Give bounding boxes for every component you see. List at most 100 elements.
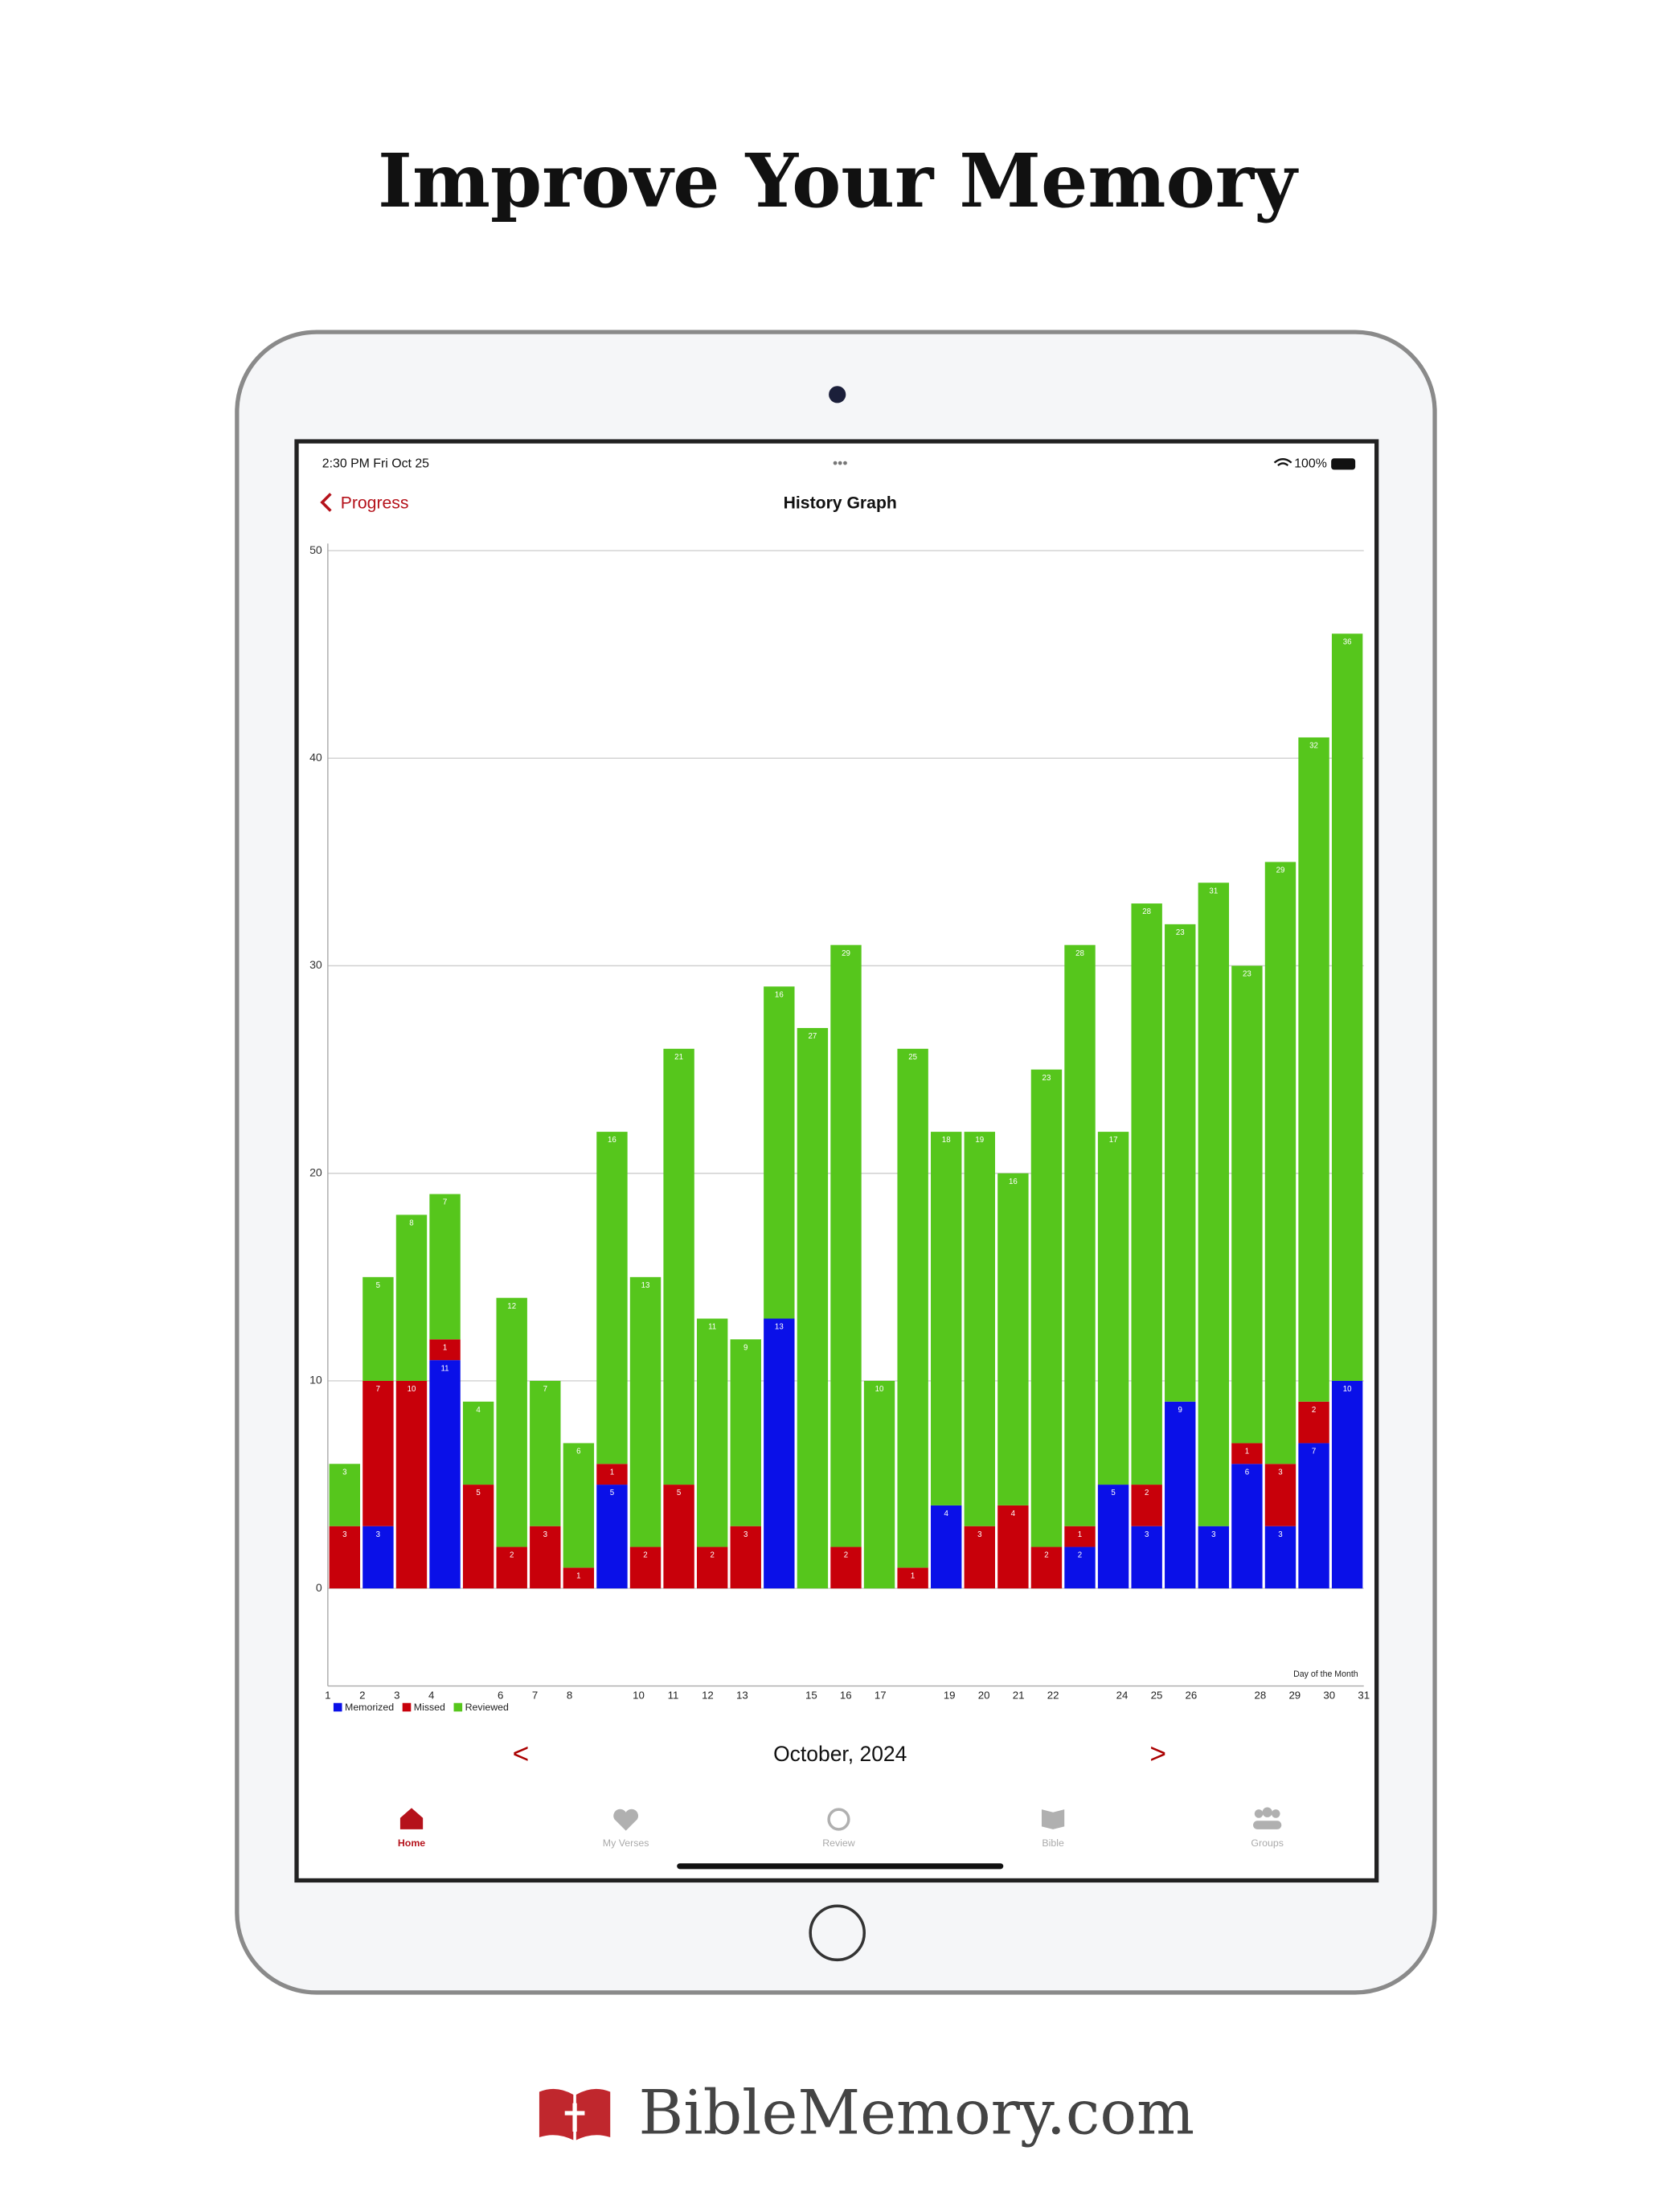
tab-label[interactable]: My Verses — [603, 1837, 649, 1849]
bar-segment — [462, 1401, 494, 1485]
bar-segment — [395, 1215, 428, 1381]
legend-label: Memorized — [345, 1702, 394, 1713]
back-button[interactable]: Progress — [341, 494, 409, 512]
groups-icon[interactable] — [1253, 1807, 1282, 1829]
x-tick-label: 20 — [978, 1689, 990, 1701]
bar-segment — [830, 1546, 862, 1589]
x-tick-label: 16 — [840, 1689, 852, 1701]
bar-segment — [530, 1526, 561, 1589]
next-month[interactable]: > — [1149, 1738, 1166, 1769]
bar-segment — [563, 1443, 595, 1568]
data-label: 29 — [1276, 866, 1285, 875]
bar-segment — [1198, 1526, 1230, 1589]
bar-segment — [496, 1546, 527, 1589]
bar-segment — [1331, 1380, 1363, 1589]
data-label: 3 — [543, 1530, 547, 1539]
bar-segment — [429, 1339, 461, 1361]
bar-segment — [730, 1526, 761, 1589]
review-icon[interactable] — [827, 1808, 850, 1831]
prev-month[interactable]: < — [513, 1738, 530, 1769]
data-label: 8 — [409, 1219, 413, 1228]
bible-icon[interactable] — [1041, 1809, 1065, 1829]
data-label: 10 — [875, 1385, 884, 1394]
battery-icon — [1331, 458, 1356, 470]
data-label: 3 — [1278, 1530, 1282, 1539]
bar-segment — [663, 1485, 694, 1589]
my-verses-icon[interactable] — [613, 1809, 639, 1831]
bar-segment — [964, 1526, 995, 1589]
data-label: 4 — [1011, 1509, 1016, 1518]
data-label: 3 — [1211, 1530, 1215, 1539]
bar-segment — [1131, 903, 1162, 1485]
x-tick-label: 1 — [325, 1689, 330, 1701]
data-label: 3 — [1145, 1530, 1149, 1539]
data-label: 7 — [543, 1385, 547, 1394]
data-label: 17 — [1109, 1136, 1118, 1145]
data-label: 5 — [1111, 1489, 1115, 1497]
bar-segment — [1097, 1485, 1129, 1589]
bar-segment — [1264, 862, 1296, 1464]
bar-segment — [363, 1380, 394, 1526]
nav-title: History Graph — [784, 494, 897, 512]
bar-segment — [1298, 737, 1329, 1402]
x-tick-label: 22 — [1047, 1689, 1059, 1701]
brand-name: BibleMemory.com — [639, 2077, 1195, 2148]
y-tick-label: 20 — [309, 1165, 322, 1178]
data-label: 19 — [975, 1136, 984, 1145]
data-label: 1 — [576, 1572, 580, 1581]
y-tick-label: 50 — [309, 543, 322, 556]
data-label: 28 — [1075, 949, 1084, 958]
camera — [829, 386, 846, 403]
bar-segment — [863, 1380, 895, 1589]
bar-segment — [764, 1318, 795, 1589]
x-tick-label: 7 — [532, 1689, 538, 1701]
data-label: 16 — [1009, 1178, 1018, 1186]
data-label: 23 — [1176, 928, 1185, 937]
bar-segment — [797, 1027, 829, 1589]
bar-segment — [1331, 633, 1363, 1381]
x-tick-label: 26 — [1186, 1689, 1198, 1701]
tab-label[interactable]: Groups — [1251, 1837, 1283, 1849]
x-tick-label: 6 — [498, 1689, 503, 1701]
data-label: 3 — [743, 1530, 748, 1539]
x-tick-label: 19 — [944, 1689, 956, 1701]
bar-segment — [1264, 1464, 1296, 1526]
tab-label[interactable]: Review — [822, 1837, 855, 1849]
tab-label[interactable]: Home — [398, 1837, 425, 1849]
x-tick-label: 3 — [394, 1689, 399, 1701]
back-chevron[interactable] — [320, 493, 332, 512]
data-label: 7 — [443, 1198, 447, 1207]
home-indicator — [677, 1863, 1004, 1870]
tab-label[interactable]: Bible — [1042, 1837, 1064, 1849]
data-label: 2 — [643, 1551, 647, 1560]
x-tick-label: 31 — [1358, 1689, 1370, 1701]
data-label: 5 — [677, 1489, 681, 1497]
bar-segment — [1165, 1401, 1196, 1589]
data-label: 6 — [1245, 1468, 1249, 1477]
bar-segment — [964, 1132, 995, 1526]
data-label: 36 — [1343, 638, 1352, 647]
data-label: 16 — [775, 990, 784, 999]
bar-segment — [1030, 1069, 1063, 1547]
bar-segment — [931, 1132, 962, 1505]
bar-segment — [629, 1276, 662, 1547]
bar-segment — [329, 1526, 361, 1589]
data-label: 2 — [1145, 1489, 1149, 1497]
data-label: 10 — [1343, 1385, 1352, 1394]
home-icon[interactable] — [399, 1808, 424, 1829]
data-label: 3 — [376, 1530, 380, 1539]
bar-segment — [596, 1485, 628, 1589]
data-label: 28 — [1142, 907, 1151, 916]
data-label: 3 — [1278, 1468, 1282, 1477]
y-tick-label: 10 — [309, 1374, 322, 1387]
bar-segment — [462, 1485, 494, 1589]
home-button[interactable] — [809, 1904, 866, 1962]
data-label: 1 — [911, 1572, 915, 1581]
x-tick-label: 17 — [875, 1689, 887, 1701]
legend-swatch — [333, 1702, 342, 1712]
data-label: 21 — [674, 1053, 683, 1062]
data-label: 2 — [1044, 1551, 1048, 1560]
bar-segment — [629, 1546, 662, 1589]
multitask-dots[interactable]: ••• — [833, 455, 848, 471]
data-label: 1 — [610, 1468, 614, 1477]
